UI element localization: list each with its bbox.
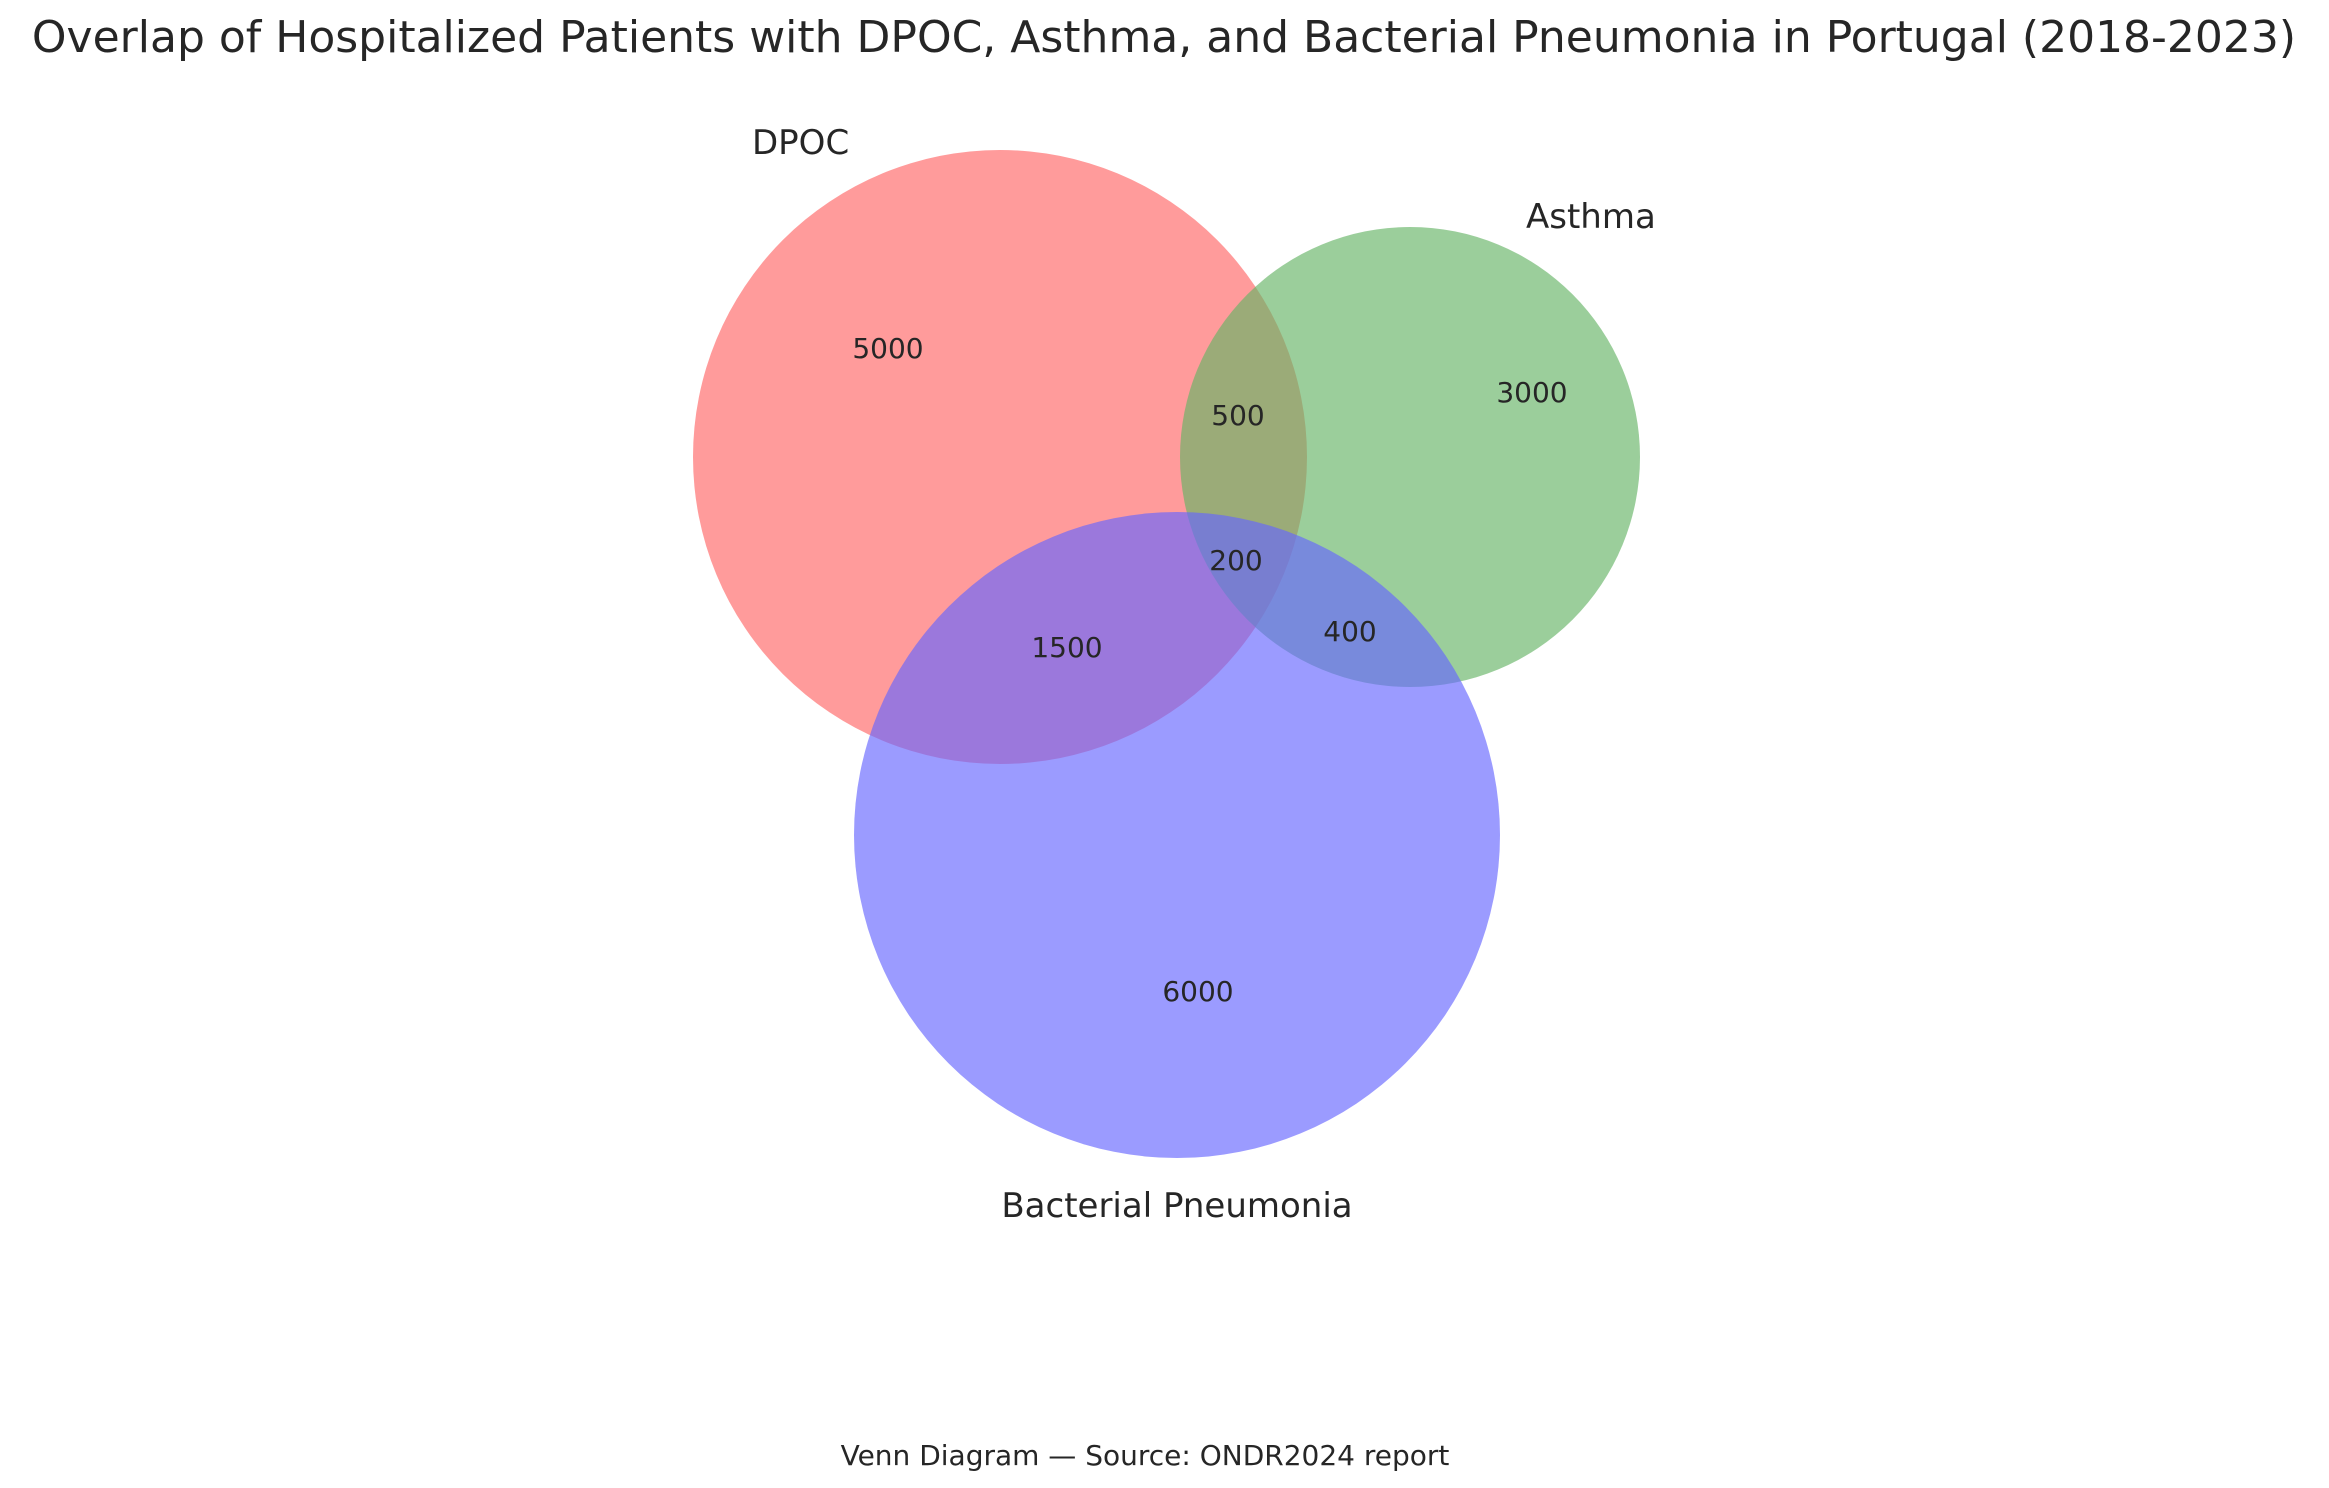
region-label-all-three: 200 [1209, 544, 1262, 577]
set-label-dpoc: DPOC [752, 123, 849, 163]
region-label-pneumonia-only: 6000 [1162, 975, 1233, 1008]
region-label-dpoc-pneumonia: 1500 [1031, 631, 1102, 664]
set-label-asthma: Asthma [1526, 197, 1656, 237]
set-label-pneumonia: Bacterial Pneumonia [1001, 1186, 1352, 1226]
region-label-dpoc-asthma: 500 [1211, 399, 1264, 432]
diagram-title: Overlap of Hospitalized Patients with DP… [32, 12, 2296, 63]
pneumonia-circle [854, 512, 1500, 1158]
diagram-caption: Venn Diagram — Source: ONDR2024 report [841, 1439, 1450, 1472]
region-label-asthma-pneumonia: 400 [1323, 615, 1376, 648]
region-label-asthma-only: 3000 [1496, 376, 1567, 409]
venn-circles [693, 150, 1640, 1158]
region-label-dpoc-only: 5000 [852, 332, 923, 365]
